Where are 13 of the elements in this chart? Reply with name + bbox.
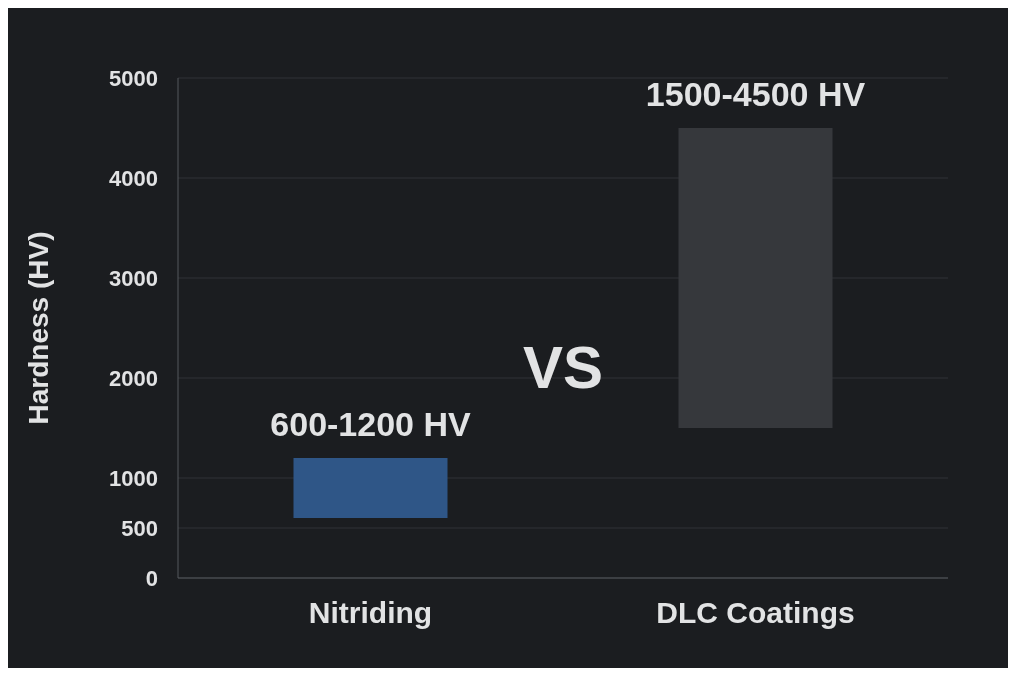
y-tick-label: 2000 (109, 365, 158, 391)
data-label: 1500-4500 HV (645, 75, 866, 113)
y-tick-label: 5000 (109, 65, 158, 91)
y-axis-title: Hardness (HV) (22, 231, 54, 425)
y-tick-label: 4000 (109, 165, 158, 191)
annotation: VS (521, 334, 604, 401)
x-tick-label: DLC Coatings (656, 596, 855, 630)
y-tick-label: 3000 (109, 265, 158, 291)
y-tick-label: 1000 (109, 465, 158, 491)
y-tick-label: 0 (145, 565, 158, 591)
y-tick-label: 500 (121, 515, 158, 541)
x-tick-label: Nitriding (308, 596, 433, 630)
data-label: 600-1200 HV (270, 405, 471, 443)
